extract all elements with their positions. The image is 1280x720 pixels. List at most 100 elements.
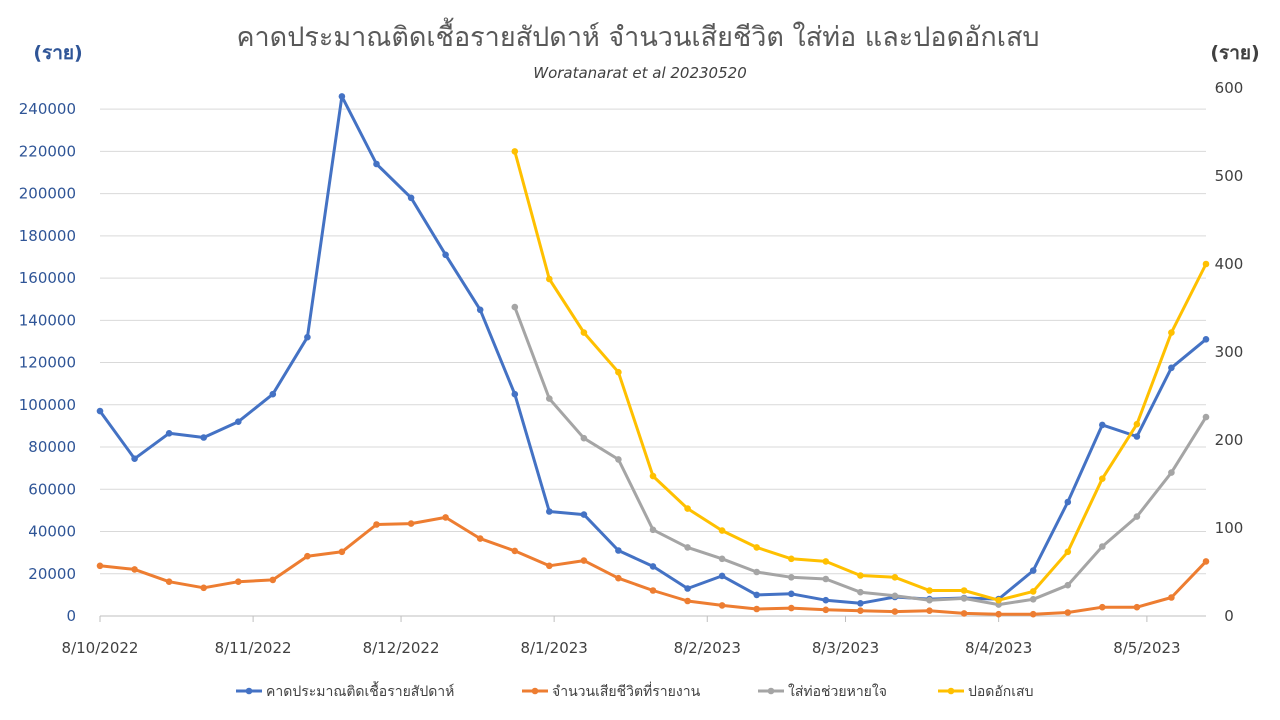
data-point: [649, 472, 657, 480]
data-point: [684, 544, 691, 551]
data-point: [1133, 433, 1141, 440]
data-point: [649, 526, 657, 534]
right-axis-tick-label: 200: [1215, 431, 1244, 449]
data-point: [615, 368, 622, 376]
data-point: [131, 455, 138, 463]
x-axis-ticks: 8/10/2022 8/11/2022 8/12/2022 8/1/2023 8/2/2…: [62, 616, 1181, 657]
left-axis-tick-label: 240000: [19, 100, 76, 118]
data-point: [511, 303, 519, 311]
data-point: [1168, 594, 1175, 601]
data-point: [442, 514, 449, 521]
data-point: [753, 568, 760, 576]
series-3: [511, 303, 1210, 608]
data-point: [822, 558, 830, 565]
data-point: [788, 574, 795, 581]
data-point: [926, 587, 933, 594]
data-point: [1029, 588, 1037, 595]
data-point: [1168, 329, 1175, 336]
data-point: [684, 505, 691, 512]
left-axis-tick-label: 100000: [19, 396, 76, 414]
right-axis-ticks: 0 100 200 300 400 500 600: [1215, 79, 1244, 625]
data-point: [476, 306, 484, 314]
legend-marker: [947, 687, 955, 695]
data-point: [788, 555, 795, 563]
series-line: [513, 305, 1208, 607]
legend-item: ใส่ท่อช่วยหายใจ: [758, 683, 887, 700]
data-point: [857, 588, 864, 596]
data-point: [338, 548, 346, 556]
x-axis-tick-label: 8/5/2023: [1113, 639, 1180, 657]
data-point: [788, 590, 795, 598]
x-axis-tick-label: 8/12/2022: [363, 639, 440, 657]
data-point: [1064, 548, 1072, 556]
left-axis-unit: (ราย): [33, 42, 82, 64]
data-point: [580, 329, 588, 336]
data-point: [684, 585, 691, 592]
data-point: [546, 562, 553, 570]
legend: คาดประมาณติดเชื้อรายสัปดาห์ จำนวนเสียชีวิ…: [236, 681, 1034, 700]
data-point: [995, 610, 1002, 618]
data-point: [753, 591, 760, 599]
data-point: [822, 606, 830, 614]
data-point: [891, 592, 899, 600]
data-point: [718, 572, 726, 580]
left-axis-tick-label: 160000: [19, 269, 76, 287]
series-2: [96, 514, 1210, 618]
gridlines: [100, 108, 1206, 617]
data-point: [235, 418, 242, 426]
series-1: [96, 93, 1210, 607]
data-point: [1064, 581, 1072, 589]
data-point: [580, 557, 588, 564]
data-point: [753, 544, 760, 551]
data-point: [718, 555, 726, 563]
data-point: [304, 552, 311, 560]
data-point: [546, 395, 553, 402]
data-point: [407, 194, 415, 202]
right-axis-tick-label: 500: [1215, 167, 1244, 185]
data-point: [753, 605, 760, 613]
data-point: [511, 547, 519, 555]
right-axis-tick-label: 0: [1224, 607, 1234, 625]
data-point: [269, 390, 277, 398]
data-point: [200, 584, 207, 592]
data-point: [1202, 260, 1210, 268]
series-line: [513, 149, 1208, 602]
data-point: [235, 578, 242, 585]
left-axis-tick-label: 140000: [19, 311, 76, 329]
x-axis-tick-label: 8/1/2023: [520, 639, 587, 657]
x-axis-tick-label: 8/10/2022: [62, 639, 139, 657]
right-axis-tick-label: 600: [1215, 79, 1244, 97]
left-axis-tick-label: 20000: [28, 565, 76, 583]
data-point: [96, 562, 104, 570]
data-point: [1133, 420, 1141, 428]
data-point: [1168, 364, 1175, 372]
data-point: [580, 434, 588, 442]
data-point: [1099, 543, 1106, 550]
data-point: [926, 607, 933, 614]
data-point: [960, 587, 968, 594]
data-point: [269, 576, 277, 584]
data-point: [615, 547, 622, 554]
legend-label: คาดประมาณติดเชื้อรายสัปดาห์: [266, 681, 454, 700]
legend-item: ปอดอักเสบ: [938, 684, 1034, 700]
chart-subtitle: Woratanarat et al 20230520: [533, 64, 747, 82]
data-point: [788, 604, 795, 612]
left-axis-tick-label: 180000: [19, 227, 76, 245]
data-point: [511, 148, 519, 155]
data-point: [718, 602, 726, 609]
data-point: [891, 608, 899, 615]
legend-marker: [531, 687, 539, 695]
left-axis-tick-label: 120000: [19, 354, 76, 372]
chart-title: คาดประมาณติดเชื้อรายสัปดาห์ จำนวนเสียชีว…: [236, 17, 1039, 53]
data-point: [200, 434, 207, 441]
x-axis-tick-label: 8/2/2023: [674, 639, 741, 657]
series: [96, 93, 1210, 618]
right-axis-unit: (ราย): [1210, 42, 1259, 64]
data-point: [960, 610, 968, 617]
data-point: [649, 587, 657, 594]
data-point: [1029, 610, 1037, 618]
left-axis-tick-label: 40000: [28, 523, 76, 541]
data-point: [857, 607, 864, 614]
left-axis-tick-label: 220000: [19, 142, 76, 160]
data-point: [442, 251, 449, 259]
